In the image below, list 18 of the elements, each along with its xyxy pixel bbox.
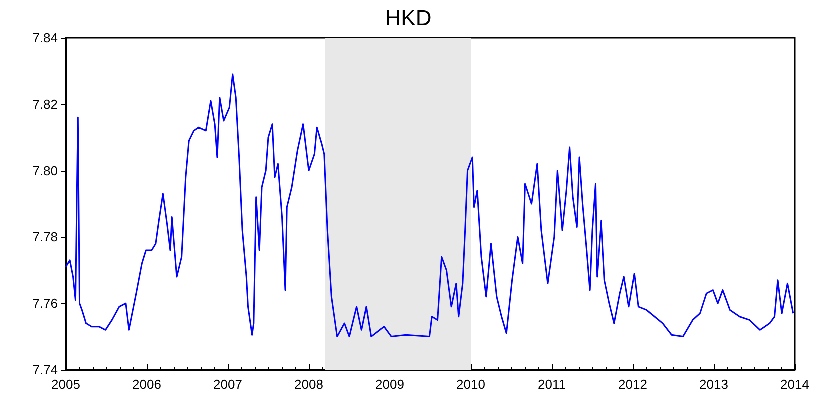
y-tick-label: 7.74 [32,362,58,378]
x-tick-label: 2006 [132,377,162,392]
y-tick-label: 7.76 [32,296,58,312]
x-tick-label: 2012 [618,377,648,392]
y-tick-label: 7.78 [32,230,58,245]
y-tick-label: 7.80 [32,163,58,178]
x-tick-label: 2009 [376,377,404,392]
x-tick-label: 2007 [214,377,242,392]
x-tick-label: 2013 [700,377,728,392]
x-tick-label: 2011 [538,377,566,392]
x-tick-label: 2008 [294,377,324,392]
y-tick-label: 7.84 [32,30,58,46]
x-tick-label: 2005 [52,377,80,392]
chart-title: HKD [385,6,432,30]
y-tick-label: 7.82 [32,96,58,112]
x-tick-label: 2014 [780,377,810,392]
x-tick-label: 2010 [456,377,486,392]
line-series [65,74,794,338]
